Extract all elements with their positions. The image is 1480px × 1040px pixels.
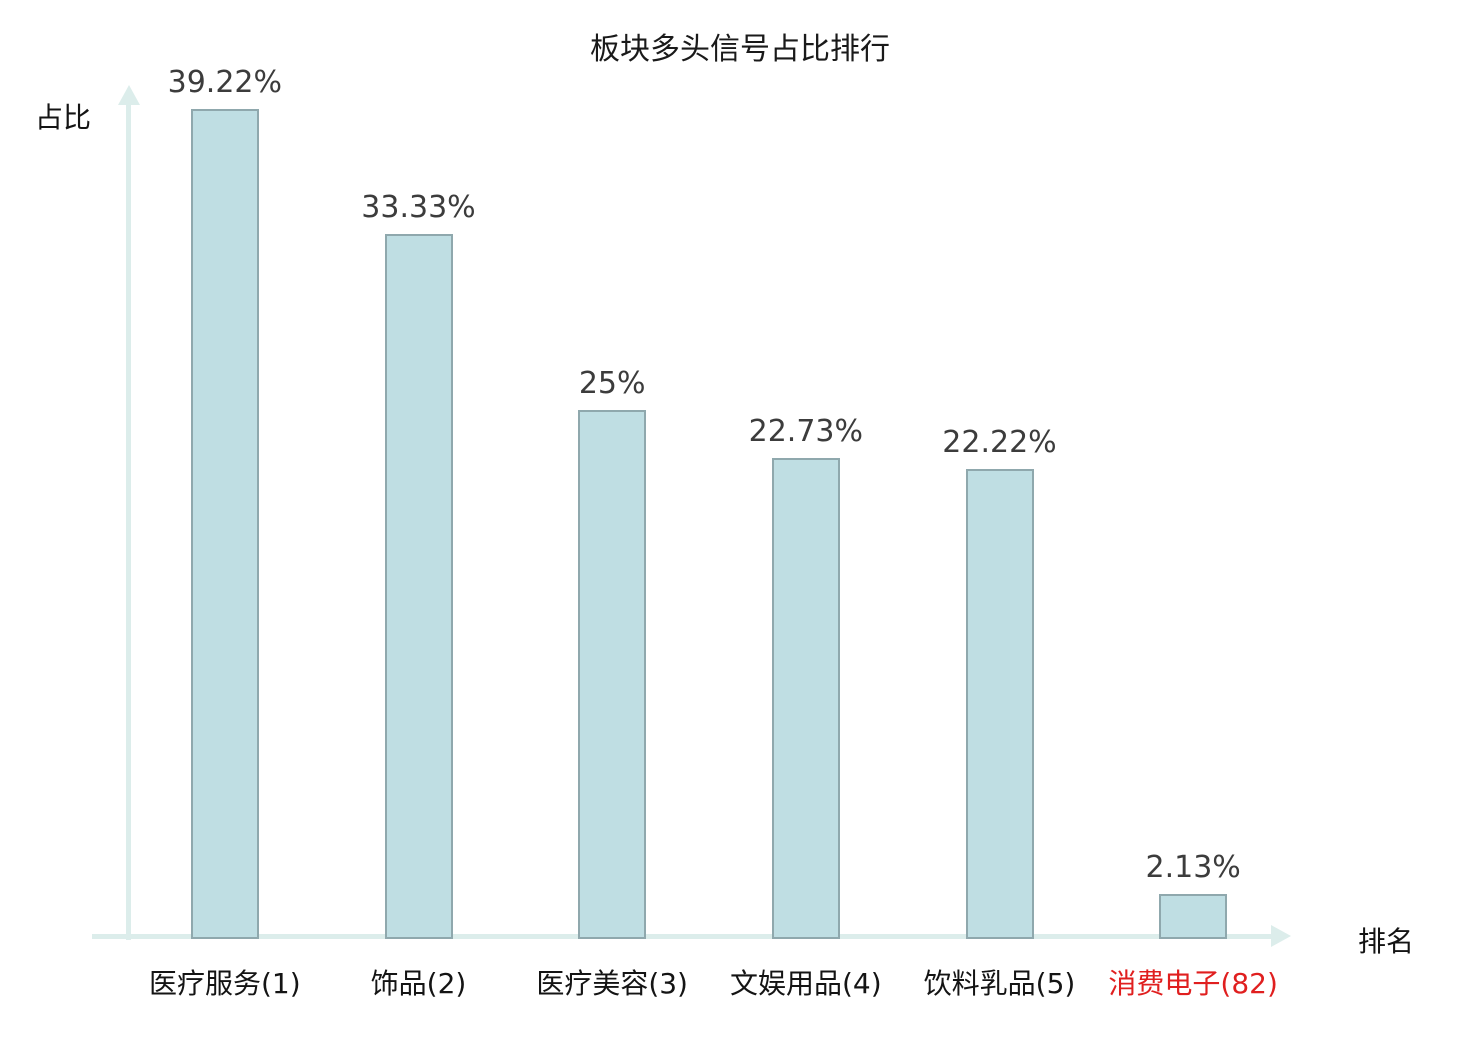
chart-title: 板块多头信号占比排行	[590, 32, 890, 67]
bar-rank-82	[1159, 893, 1228, 939]
bar-value-label: 25%	[578, 365, 646, 401]
x-axis-arrow-icon	[1271, 925, 1291, 947]
bar-value-label: 33.33%	[361, 189, 476, 225]
x-axis-line	[92, 934, 1274, 939]
x-axis-label: 排名	[1358, 925, 1415, 958]
bar-rank-3	[578, 409, 647, 939]
y-axis-line	[126, 104, 131, 940]
bar-rank-1	[190, 109, 259, 939]
x-tick-label: 文娱用品(4)	[729, 967, 882, 1000]
bar-value-label: 22.73%	[748, 413, 864, 449]
bar-rank-4	[771, 457, 840, 939]
bar-rank-2	[384, 233, 453, 939]
y-axis-label: 占比	[35, 101, 92, 134]
y-axis-arrow-icon	[118, 85, 140, 105]
bar-value-label: 39.22%	[167, 65, 283, 100]
bar-rank-5	[965, 468, 1034, 939]
bar-value-label: 22.22%	[942, 424, 1057, 460]
x-tick-label: 医疗美容(3)	[536, 967, 688, 1000]
bar-value-label: 2.13%	[1145, 849, 1241, 885]
x-tick-label: 消费电子(82)	[1108, 967, 1278, 1000]
x-tick-label: 医疗服务(1)	[148, 967, 301, 1000]
x-tick-label: 饮料乳品(5)	[923, 967, 1076, 1000]
x-tick-label: 饰品(2)	[370, 967, 467, 1000]
